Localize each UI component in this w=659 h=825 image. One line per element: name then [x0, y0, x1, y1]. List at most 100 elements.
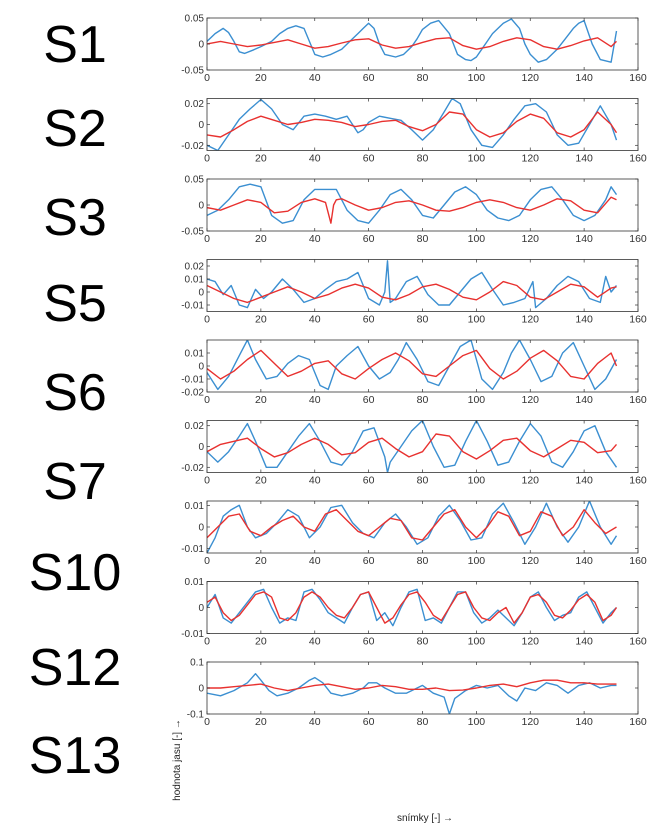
- x-tick-label: 80: [417, 233, 429, 245]
- x-tick-label: 100: [468, 475, 486, 487]
- x-tick-label: 0: [204, 475, 210, 487]
- x-tick-label: 60: [363, 314, 375, 326]
- x-tick-label: 20: [255, 716, 267, 728]
- x-tick-label: 100: [468, 716, 486, 728]
- y-tick-label: 0.1: [190, 658, 204, 669]
- x-tick-label: 0: [204, 153, 210, 165]
- x-tick-label: 140: [575, 636, 593, 648]
- subject-label: S10: [28, 544, 122, 602]
- y-tick-label: 0.05: [185, 175, 205, 186]
- x-tick-label: 40: [309, 555, 321, 567]
- y-tick-label: -0.01: [181, 544, 204, 555]
- x-tick-label: 20: [255, 72, 267, 84]
- y-tick-label: 0: [198, 288, 204, 299]
- series-line-blue: [207, 18, 618, 63]
- y-tick-label: -0.02: [181, 388, 204, 399]
- x-tick-label: 120: [521, 233, 539, 245]
- x-tick-label: 140: [575, 716, 593, 728]
- x-tick-label: 100: [468, 233, 486, 245]
- x-tick-label: 120: [521, 394, 539, 406]
- x-tick-label: 40: [309, 233, 321, 245]
- y-tick-label: 0: [198, 684, 204, 695]
- x-tick-label: 160: [629, 233, 647, 245]
- y-tick-label: 0.01: [185, 275, 205, 286]
- x-tick-label: 80: [417, 555, 429, 567]
- x-tick-label: 20: [255, 233, 267, 245]
- subject-label: S5: [43, 275, 107, 333]
- x-tick-label: 100: [468, 636, 486, 648]
- x-tick-label: 80: [417, 716, 429, 728]
- plot-frame: [206, 420, 639, 473]
- x-tick-label: 120: [521, 475, 539, 487]
- x-tick-label: 160: [629, 314, 647, 326]
- y-tick-label: 0.02: [185, 262, 205, 273]
- x-tick-label: 120: [521, 716, 539, 728]
- x-tick-label: 100: [468, 314, 486, 326]
- x-tick-label: 60: [363, 716, 375, 728]
- x-tick-label: 160: [629, 555, 647, 567]
- x-tick-label: 40: [309, 72, 321, 84]
- y-tick-label: 0: [198, 40, 204, 51]
- plot-frame: [206, 661, 639, 715]
- plot-frame: [206, 339, 639, 393]
- x-tick-label: 0: [204, 555, 210, 567]
- x-tick-label: 140: [575, 233, 593, 245]
- y-tick-label: 0.02: [185, 421, 205, 432]
- series-line-blue: [207, 420, 618, 473]
- series-line-red: [207, 111, 618, 138]
- y-tick-label: -0.01: [181, 629, 204, 640]
- x-tick-label: 140: [575, 72, 593, 84]
- series-line-blue: [207, 673, 617, 714]
- x-tick-label: 140: [575, 153, 593, 165]
- subject-label: S3: [43, 189, 107, 247]
- x-tick-label: 160: [629, 475, 647, 487]
- subject-label: S12: [28, 639, 122, 697]
- x-tick-label: 140: [575, 475, 593, 487]
- y-tick-label: 0.01: [185, 577, 205, 588]
- x-tick-label: 120: [521, 314, 539, 326]
- x-tick-label: 40: [309, 716, 321, 728]
- x-tick-label: 60: [363, 475, 375, 487]
- x-tick-label: 100: [468, 153, 486, 165]
- x-tick-label: 80: [417, 636, 429, 648]
- x-tick-label: 120: [521, 153, 539, 165]
- x-tick-label: 160: [629, 636, 647, 648]
- y-tick-label: -0.02: [181, 463, 204, 474]
- y-tick-label: 0: [198, 603, 204, 614]
- x-tick-label: 20: [255, 314, 267, 326]
- y-tick-label: 0.02: [185, 99, 205, 110]
- x-tick-label: 60: [363, 394, 375, 406]
- series-line-red: [207, 433, 618, 460]
- y-tick-label: 0: [198, 442, 204, 453]
- x-tick-label: 160: [629, 72, 647, 84]
- x-tick-label: 140: [575, 314, 593, 326]
- y-tick-label: 0: [198, 362, 204, 373]
- x-tick-label: 160: [629, 153, 647, 165]
- x-tick-label: 160: [629, 716, 647, 728]
- series-line-red: [207, 349, 618, 380]
- y-tick-label: -0.01: [181, 301, 204, 312]
- x-tick-label: 140: [575, 394, 593, 406]
- subject-label: S7: [43, 453, 107, 511]
- x-tick-label: 120: [521, 555, 539, 567]
- y-tick-label: 0.01: [185, 501, 205, 512]
- y-tick-label: 0: [198, 120, 204, 131]
- series-line-blue: [207, 588, 617, 627]
- y-tick-label: -0.05: [181, 227, 204, 238]
- series-line-red: [207, 196, 617, 224]
- x-tick-label: 20: [255, 153, 267, 165]
- series-line-blue: [207, 501, 618, 553]
- x-tick-label: 40: [309, 314, 321, 326]
- x-tick-label: 100: [468, 72, 486, 84]
- x-tick-label: 100: [468, 394, 486, 406]
- plot-frame: [206, 98, 639, 151]
- y-tick-label: 0.05: [185, 14, 205, 25]
- x-tick-label: 80: [417, 153, 429, 165]
- x-tick-label: 0: [204, 394, 210, 406]
